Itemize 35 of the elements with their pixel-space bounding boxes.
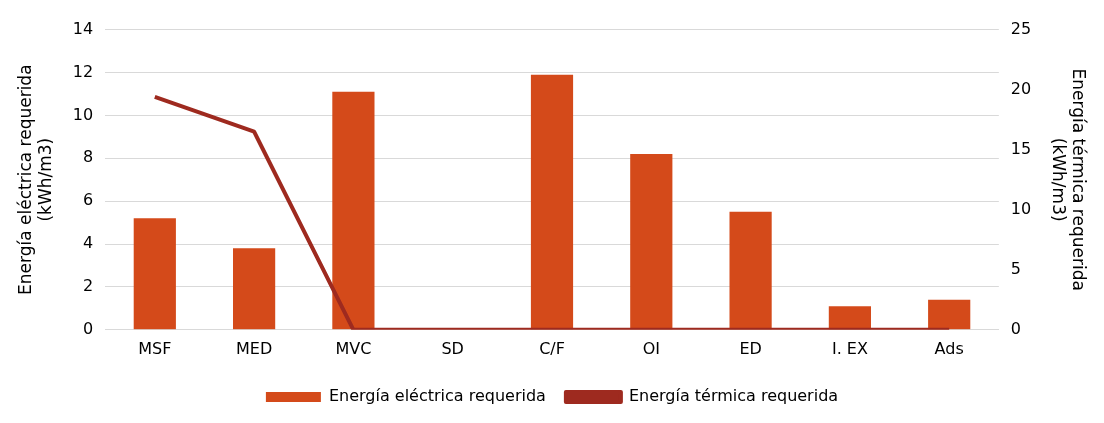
y-tick-label: 14 <box>72 18 94 38</box>
y-tick-label: 6 <box>82 190 94 210</box>
y2-tick-label: 25 <box>1010 18 1032 38</box>
y-tick-label: 10 <box>72 104 94 124</box>
x-tick-label: ED <box>739 338 762 358</box>
x-tick-label: OI <box>642 338 660 358</box>
bar <box>332 91 375 330</box>
y2-tick-label: 20 <box>1010 78 1032 98</box>
y2-tick-label: 15 <box>1010 138 1032 158</box>
x-tick-label: MSF <box>138 338 172 358</box>
x-tick-label: SD <box>441 338 464 358</box>
bar <box>233 248 276 330</box>
legend-label: Energía térmica requerida <box>628 386 839 406</box>
legend-label: Energía eléctrica requerida <box>328 386 546 406</box>
y2-axis-title: Energía térmica requerida (kWh/m3) <box>1048 68 1090 291</box>
bar <box>133 218 176 330</box>
y-tick-label: 12 <box>72 61 94 81</box>
y2-tick-label: 0 <box>1010 318 1022 338</box>
x-tick-label: I. EX <box>831 338 868 358</box>
y-tick-label: 4 <box>82 233 94 253</box>
y2-tick-label: 10 <box>1010 198 1032 218</box>
bar <box>630 153 673 330</box>
y-axis-title: Energía eléctrica requerida (kWh/m3) <box>14 64 56 295</box>
y-tick-label: 2 <box>82 276 94 296</box>
y-tick-label: 0 <box>82 318 94 338</box>
x-tick-label: Ads <box>934 338 964 358</box>
y2-tick-label: 5 <box>1010 258 1022 278</box>
bar <box>928 299 971 330</box>
bar <box>729 211 772 330</box>
x-tick-label: MVC <box>335 338 372 358</box>
bar <box>828 306 871 330</box>
bar <box>530 74 574 330</box>
x-tick-label: MED <box>235 338 273 358</box>
x-tick-label: C/F <box>539 338 565 358</box>
y-tick-label: 8 <box>82 147 94 167</box>
